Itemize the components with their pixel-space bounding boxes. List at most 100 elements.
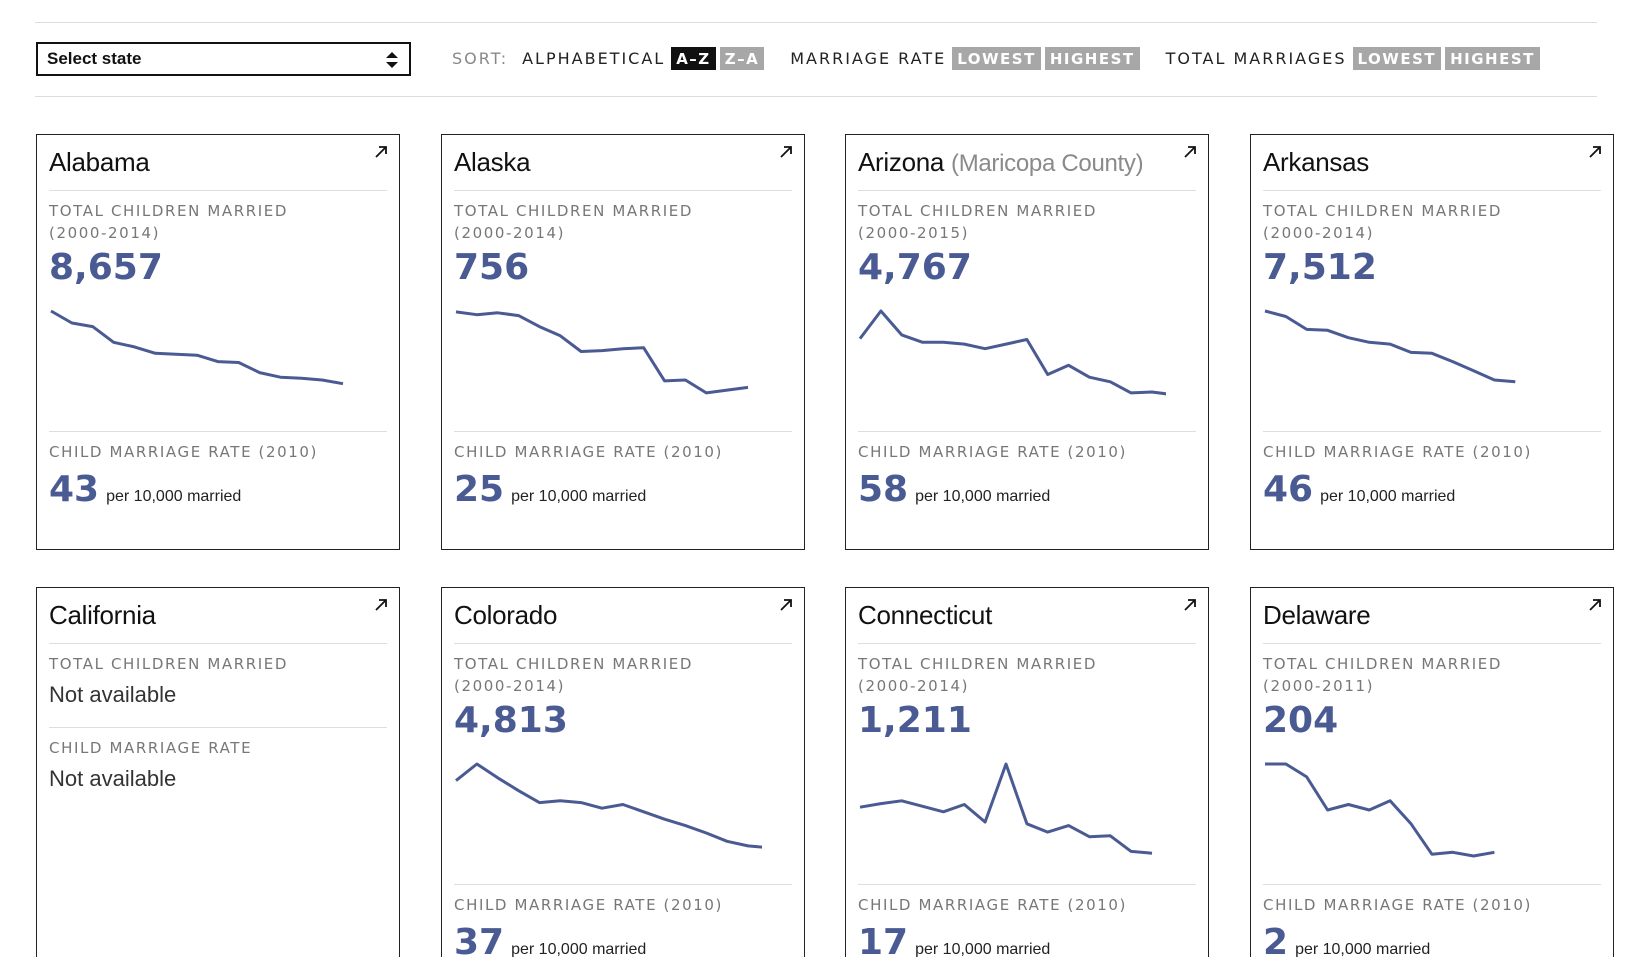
sort-total-lowest-button[interactable]: LOWEST — [1352, 46, 1442, 70]
trend-sparkline — [50, 309, 344, 386]
rate-unit: per 10,000 married — [1295, 941, 1431, 957]
total-label: TOTAL CHILDREN MARRIED (2000-2011) — [1263, 653, 1502, 697]
sort-alpha-za-button[interactable]: Z–A — [719, 46, 765, 70]
state-card[interactable]: Colorado TOTAL CHILDREN MARRIED (2000-2014… — [441, 587, 805, 957]
total-label: TOTAL CHILDREN MARRIED (2000-2014) — [1263, 200, 1502, 244]
expand-arrow-icon[interactable] — [1182, 144, 1198, 160]
year-range: (2000-2014) — [858, 677, 970, 695]
card-divider — [454, 431, 792, 432]
card-divider — [454, 884, 792, 885]
select-arrows-icon — [386, 52, 398, 68]
sort-rate-highest-button[interactable]: HIGHEST — [1044, 46, 1140, 70]
rate-label: CHILD MARRIAGE RATE (2010) — [858, 896, 1127, 914]
year-range: (2000-2011) — [1263, 677, 1375, 695]
state-name-text: Colorado — [454, 600, 558, 630]
total-children-married: 8,657 — [49, 247, 163, 288]
total-children-married: 4,767 — [858, 247, 972, 288]
trend-line — [1264, 309, 1516, 384]
card-divider — [1263, 643, 1601, 644]
rate-unit: per 10,000 married — [915, 941, 1051, 957]
year-range: (2000-2014) — [454, 677, 566, 695]
state-name: Arkansas — [1263, 147, 1369, 178]
top-rule — [35, 22, 1597, 23]
rate-label: CHILD MARRIAGE RATE (2010) — [1263, 896, 1532, 914]
rate-unit: per 10,000 married — [915, 488, 1051, 505]
total-children-married: 204 — [1263, 700, 1339, 741]
state-card[interactable]: Delaware TOTAL CHILDREN MARRIED (2000-2011… — [1250, 587, 1614, 957]
controls-rule — [35, 96, 1597, 97]
expand-arrow-icon[interactable] — [1587, 597, 1603, 613]
trend-line — [1265, 762, 1495, 858]
trend-line — [858, 309, 1166, 396]
expand-arrow-icon[interactable] — [778, 144, 794, 160]
state-name: Alaska — [454, 147, 531, 178]
trend-sparkline — [1265, 762, 1495, 858]
state-card[interactable]: Alabama TOTAL CHILDREN MARRIED (2000-2014)… — [36, 134, 400, 550]
expand-arrow-icon[interactable] — [373, 597, 389, 613]
expand-arrow-icon[interactable] — [1587, 144, 1603, 160]
rate-row: 37 per 10,000 married — [454, 922, 646, 957]
year-range: (2000-2014) — [49, 224, 161, 242]
state-card[interactable]: Alaska TOTAL CHILDREN MARRIED (2000-2014) 7… — [441, 134, 805, 550]
rate-unit: per 10,000 married — [511, 941, 647, 957]
total-label: TOTAL CHILDREN MARRIED (2000-2014) — [454, 200, 693, 244]
year-range: (2000-2014) — [1263, 224, 1375, 242]
rate-unit: per 10,000 married — [1320, 488, 1456, 505]
state-card[interactable]: California TOTAL CHILDREN MARRIED Not avai… — [36, 587, 400, 957]
rate-unit: per 10,000 married — [106, 488, 242, 505]
total-label-text: TOTAL CHILDREN MARRIED — [454, 655, 694, 673]
state-name: Colorado — [454, 600, 557, 631]
total-label: TOTAL CHILDREN MARRIED — [49, 653, 288, 675]
rate-label: CHILD MARRIAGE RATE (2010) — [858, 443, 1127, 461]
total-label-text: TOTAL CHILDREN MARRIED — [858, 202, 1098, 220]
trend-line — [859, 762, 1153, 855]
rate-row: 25 per 10,000 married — [454, 469, 646, 510]
card-divider — [49, 431, 387, 432]
expand-arrow-icon[interactable] — [778, 597, 794, 613]
total-label: TOTAL CHILDREN MARRIED (2000-2014) — [858, 653, 1097, 697]
sort-label: SORT: — [452, 48, 509, 68]
rate-row: 2 per 10,000 married — [1263, 922, 1430, 957]
card-divider — [1263, 884, 1601, 885]
trend-line — [455, 762, 762, 849]
card-divider — [49, 643, 387, 644]
state-select[interactable]: Select state — [36, 42, 411, 76]
state-name: Connecticut — [858, 600, 992, 631]
total-label-text: TOTAL CHILDREN MARRIED — [454, 202, 694, 220]
trend-line — [50, 309, 344, 386]
trend-sparkline — [1264, 309, 1516, 384]
child-marriage-rate: 37 — [454, 922, 505, 957]
sort-alpha-az-button[interactable]: A–Z — [671, 46, 716, 70]
total-label: TOTAL CHILDREN MARRIED (2000-2015) — [858, 200, 1097, 244]
child-marriage-rate: 25 — [454, 469, 505, 510]
expand-arrow-icon[interactable] — [373, 144, 389, 160]
sort-rate-lowest-button[interactable]: LOWEST — [952, 46, 1041, 70]
total-label: TOTAL CHILDREN MARRIED (2000-2014) — [454, 653, 693, 697]
total-children-married: 7,512 — [1263, 247, 1377, 288]
trend-sparkline — [859, 762, 1153, 855]
state-card[interactable]: Arizona (Maricopa County) TOTAL CHILDREN … — [845, 134, 1209, 550]
rate-row: 58 per 10,000 married — [858, 469, 1050, 510]
expand-arrow-icon[interactable] — [1182, 597, 1198, 613]
child-marriage-rate: 17 — [858, 922, 909, 957]
card-divider — [858, 643, 1196, 644]
rate-row: 17 per 10,000 married — [858, 922, 1050, 957]
state-card[interactable]: Connecticut TOTAL CHILDREN MARRIED (2000-2… — [845, 587, 1209, 957]
total-not-available: Not available — [49, 682, 177, 707]
card-divider — [1263, 190, 1601, 191]
state-name-text: Alaska — [454, 147, 531, 177]
rate-label: CHILD MARRIAGE RATE — [49, 739, 253, 757]
total-children-married: 756 — [454, 247, 530, 288]
state-name-text: Arizona — [858, 147, 945, 177]
state-name-text: Arkansas — [1263, 147, 1369, 177]
sort-total-highest-button[interactable]: HIGHEST — [1445, 46, 1540, 70]
rate-row: 46 per 10,000 married — [1263, 469, 1455, 510]
state-card[interactable]: Arkansas TOTAL CHILDREN MARRIED (2000-2014… — [1250, 134, 1614, 550]
state-select-label: Select state — [47, 49, 142, 68]
rate-unit: per 10,000 married — [511, 488, 647, 505]
child-marriage-rate: 58 — [858, 469, 909, 510]
trend-line — [455, 310, 749, 395]
trend-sparkline — [455, 762, 762, 849]
child-marriage-rate: 2 — [1263, 922, 1289, 957]
card-divider — [454, 643, 792, 644]
